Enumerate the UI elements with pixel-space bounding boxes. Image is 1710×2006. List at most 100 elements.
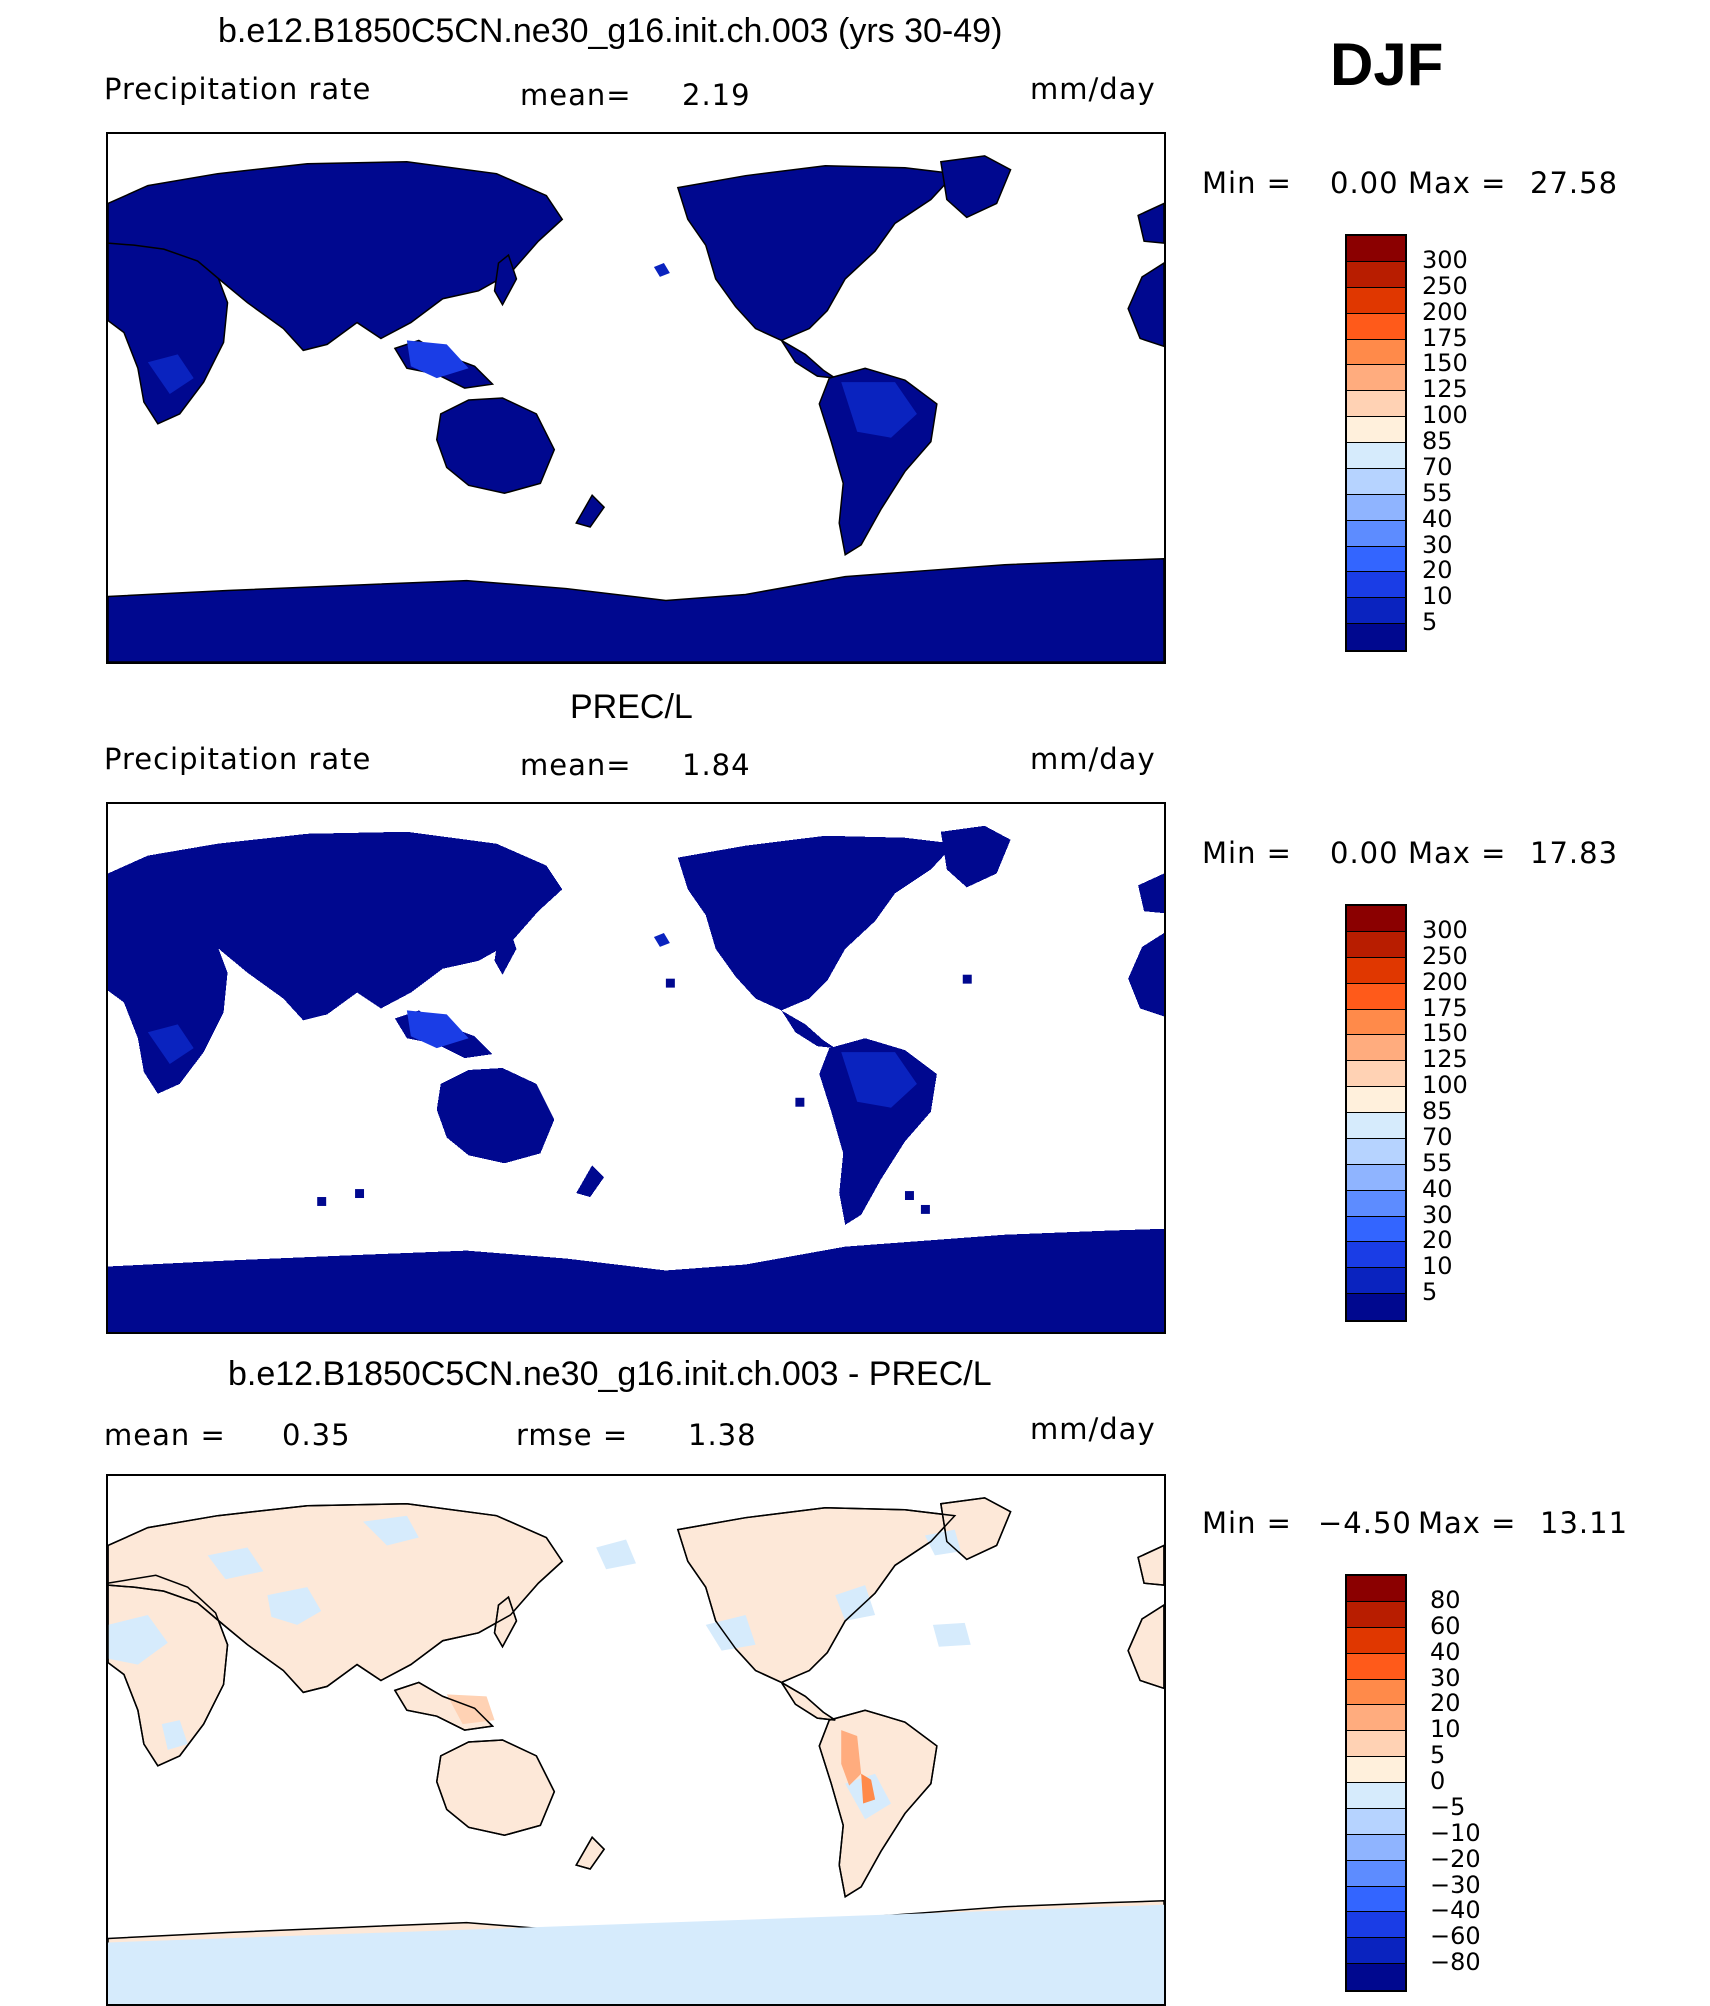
coastline bbox=[575, 1836, 606, 1870]
colorbar-tick-label: 40 bbox=[1422, 1174, 1453, 1203]
panel3-max-value: 13.11 bbox=[1540, 1506, 1629, 1540]
island-pixel bbox=[904, 1191, 914, 1200]
panel2-min-value: 0.00 bbox=[1330, 836, 1399, 870]
season-label: DJF bbox=[1330, 31, 1444, 98]
panel2-colorbar bbox=[1345, 904, 1407, 1322]
colorbar-tick-label: 85 bbox=[1422, 1097, 1453, 1125]
panel2-max-value: 17.83 bbox=[1530, 836, 1619, 870]
colorbar-swatch bbox=[1347, 494, 1405, 521]
colorbar-tick-label: 175 bbox=[1422, 323, 1468, 352]
difference-patch bbox=[108, 1904, 1164, 2004]
colorbar-tick-label: 100 bbox=[1422, 1071, 1468, 1100]
difference-patch bbox=[932, 1622, 971, 1647]
panel2-units: mm/day bbox=[1030, 742, 1156, 776]
panel3-colorbar-labels: 80 60 40 30 20 10 5 0 −5 −10 −20 −30 −40 −60 −80 bbox=[1430, 1574, 1510, 1992]
colorbar-swatch bbox=[1347, 443, 1405, 469]
land-mass bbox=[1128, 933, 1164, 1017]
colorbar-tick-label: 20 bbox=[1422, 556, 1453, 585]
land-mass bbox=[108, 903, 228, 1094]
colorbar-tick-label: 5 bbox=[1422, 608, 1438, 637]
precip-patch bbox=[406, 1010, 469, 1049]
panel3-map bbox=[106, 1474, 1166, 2006]
colorbar-swatch bbox=[1347, 417, 1405, 443]
panel1-max-label: Max = bbox=[1408, 166, 1507, 200]
precip-patch bbox=[147, 354, 194, 395]
colorbar-swatch bbox=[1347, 1601, 1405, 1628]
panel3-mean-value: 0.35 bbox=[282, 1418, 351, 1452]
colorbar-tick-label: 10 bbox=[1422, 582, 1453, 611]
colorbar-tick-label: −10 bbox=[1430, 1818, 1481, 1847]
panel3-map-svg bbox=[108, 1497, 1164, 2004]
difference-patch bbox=[924, 1529, 961, 1556]
colorbar-tick-label: −5 bbox=[1430, 1792, 1466, 1821]
colorbar-tick-label: 150 bbox=[1422, 349, 1468, 378]
land-mass bbox=[939, 155, 1012, 219]
coastline bbox=[493, 1595, 518, 1649]
colorbar-swatch bbox=[1347, 598, 1405, 625]
colorbar-swatch bbox=[1347, 546, 1405, 573]
colorbar-tick-label: 55 bbox=[1422, 478, 1453, 507]
panel2-map-svg bbox=[108, 825, 1164, 1332]
colorbar-swatch bbox=[1347, 1627, 1405, 1654]
land-mass bbox=[1127, 262, 1164, 348]
panel3-min-label: Min = bbox=[1202, 1506, 1292, 1540]
coastline bbox=[393, 1681, 495, 1731]
colorbar-swatch bbox=[1347, 339, 1405, 366]
land-mass bbox=[1127, 1604, 1164, 1690]
colorbar-tick-label: 70 bbox=[1422, 1122, 1453, 1151]
panel3-rmse-label: rmse = bbox=[516, 1418, 629, 1452]
land-mass bbox=[677, 835, 955, 1011]
difference-patch bbox=[108, 1614, 168, 1665]
coastline bbox=[1137, 1544, 1164, 1586]
land-mass bbox=[436, 1068, 555, 1164]
panel1-colorbar-labels: 300 250 200 175 150 125 100 85 70 55 40 30 20 10 5 bbox=[1422, 234, 1502, 652]
difference-patch bbox=[267, 1587, 322, 1625]
land-mass bbox=[494, 925, 517, 975]
colorbar-swatch bbox=[1347, 391, 1405, 418]
colorbar-tick-label: 150 bbox=[1422, 1019, 1468, 1048]
colorbar-tick-label: 250 bbox=[1422, 271, 1468, 300]
coastline bbox=[435, 1739, 556, 1837]
colorbar-swatch bbox=[1347, 365, 1405, 392]
land-mass bbox=[781, 1010, 836, 1049]
panel2-max-label: Max = bbox=[1408, 836, 1507, 870]
colorbar-swatch bbox=[1347, 1860, 1405, 1887]
colorbar-tick-label: 80 bbox=[1430, 1585, 1461, 1614]
panel3-rmse-value: 1.38 bbox=[688, 1418, 757, 1452]
difference-patch bbox=[363, 1515, 419, 1546]
difference-patch bbox=[861, 1773, 876, 1804]
panel3-mean-label: mean = bbox=[104, 1418, 226, 1452]
difference-patch bbox=[835, 1585, 876, 1621]
panel1-map bbox=[106, 132, 1166, 664]
colorbar-tick-label: 0 bbox=[1430, 1767, 1446, 1795]
coastline bbox=[108, 1503, 564, 1694]
colorbar-tick-label: 40 bbox=[1422, 504, 1453, 533]
panel1-max-value: 27.58 bbox=[1530, 166, 1619, 200]
colorbar-swatch bbox=[1347, 1731, 1405, 1758]
colorbar-tick-label: 85 bbox=[1422, 427, 1453, 455]
panel1-mean-label: mean= bbox=[520, 78, 632, 112]
panel2-mean-label: mean= bbox=[520, 748, 632, 782]
coastline bbox=[818, 1709, 938, 1899]
land-mass bbox=[493, 253, 518, 307]
land-mass bbox=[940, 825, 1011, 888]
panel1-units: mm/day bbox=[1030, 72, 1156, 106]
colorbar-swatch bbox=[1347, 1653, 1405, 1680]
colorbar-swatch bbox=[1347, 983, 1405, 1010]
coastline bbox=[939, 1497, 1012, 1561]
land-mass bbox=[108, 558, 1164, 662]
panel2-min-label: Min = bbox=[1202, 836, 1292, 870]
colorbar-swatch bbox=[1347, 1705, 1405, 1732]
precip-patch bbox=[653, 263, 670, 277]
colorbar-swatch bbox=[1347, 1757, 1405, 1783]
colorbar-swatch bbox=[1347, 1113, 1405, 1139]
colorbar-swatch bbox=[1347, 1808, 1405, 1835]
panel1-colorbar bbox=[1345, 234, 1407, 652]
colorbar-swatch bbox=[1347, 1886, 1405, 1913]
difference-patch bbox=[841, 1730, 862, 1786]
colorbar-tick-label: 100 bbox=[1422, 401, 1468, 430]
colorbar-swatch bbox=[1347, 1576, 1405, 1602]
land-mass bbox=[575, 494, 606, 528]
colorbar-swatch bbox=[1347, 520, 1405, 547]
colorbar-tick-label: −40 bbox=[1430, 1896, 1481, 1925]
